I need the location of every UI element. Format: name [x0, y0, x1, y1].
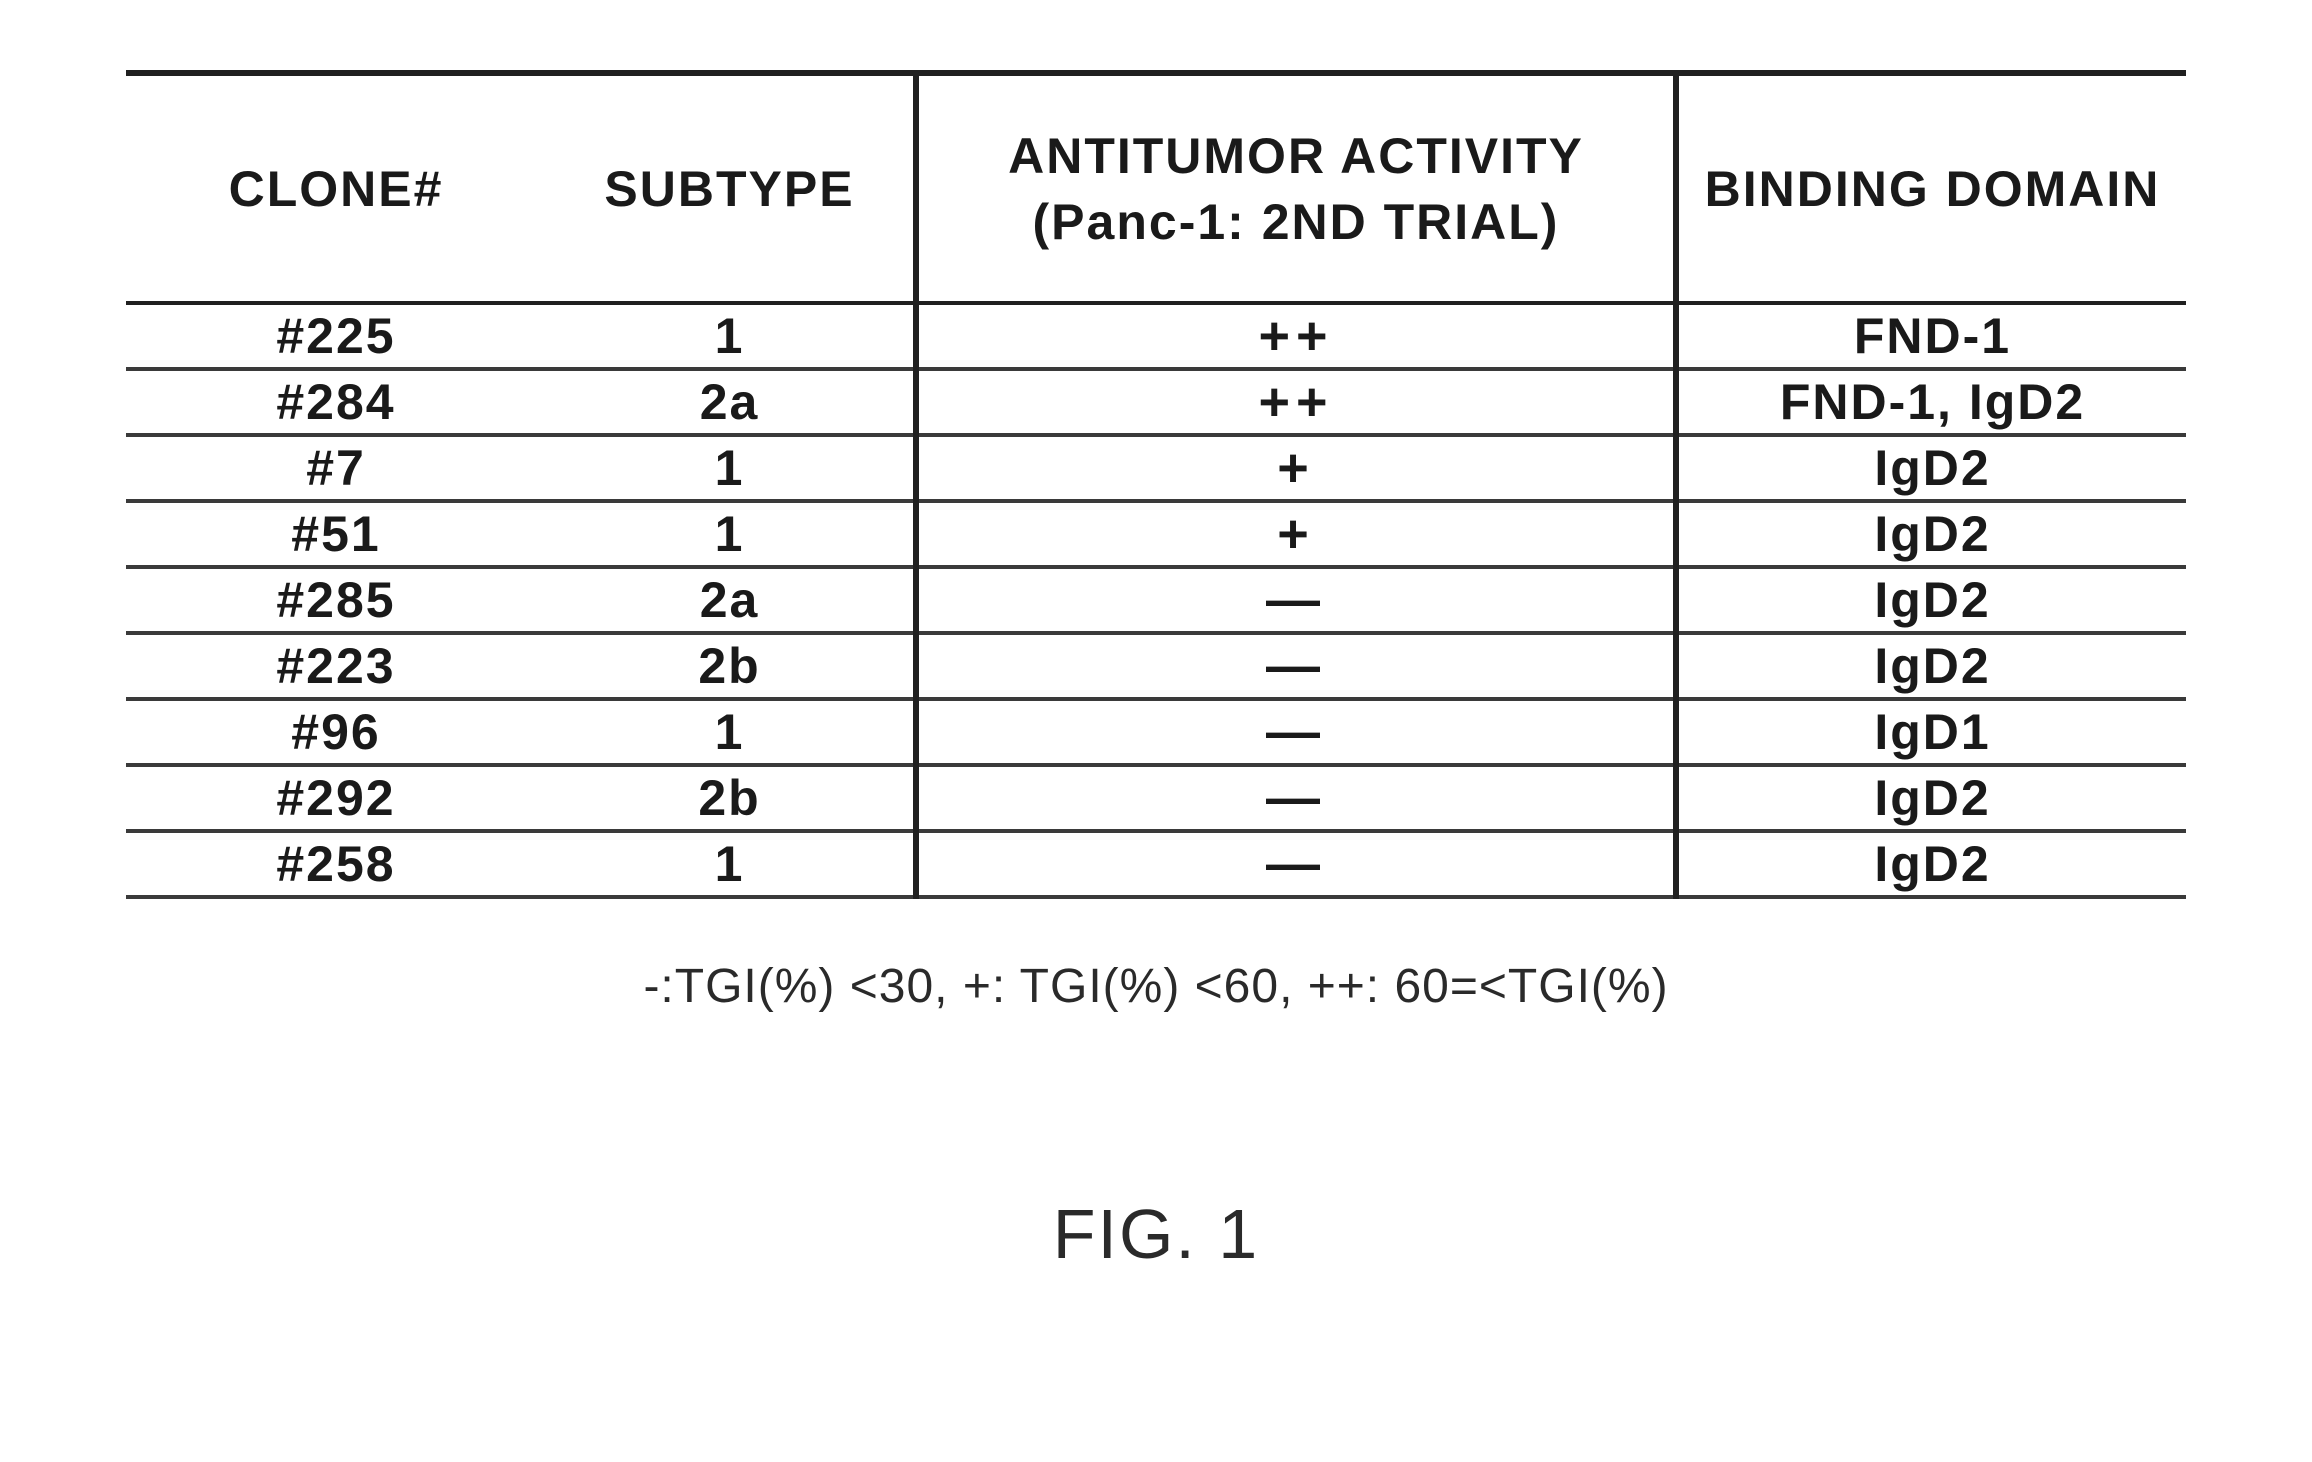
cell-activity: —	[916, 699, 1676, 765]
cell-activity: —	[916, 567, 1676, 633]
activity-glyph: —	[1266, 570, 1326, 630]
cell-clone: #223	[126, 633, 546, 699]
cell-subtype: 2b	[546, 765, 916, 831]
header-activity-line2: (Panc-1: 2ND TRIAL)	[919, 192, 1673, 252]
figure-label: FIG. 1	[0, 1194, 2312, 1274]
cell-activity: +	[916, 435, 1676, 501]
activity-glyph: +	[1277, 438, 1315, 498]
cell-clone: #51	[126, 501, 546, 567]
activity-glyph: —	[1266, 636, 1326, 696]
cell-activity: —	[916, 765, 1676, 831]
cell-subtype: 1	[546, 699, 916, 765]
legend-text: -:TGI(%) <30, +: TGI(%) <60, ++: 60=<TGI…	[0, 959, 2312, 1014]
cell-activity: +	[916, 501, 1676, 567]
cell-clone: #258	[126, 831, 546, 897]
clone-table: CLONE# SUBTYPE ANTITUMOR ACTIVITY (Panc-…	[126, 70, 2186, 899]
table-row: #285 2a — IgD2	[126, 567, 2186, 633]
cell-binding: IgD2	[1676, 435, 2186, 501]
table-row: #292 2b — IgD2	[126, 765, 2186, 831]
activity-glyph: ++	[1258, 306, 1333, 366]
activity-glyph: —	[1266, 702, 1326, 762]
cell-binding: IgD2	[1676, 501, 2186, 567]
cell-binding: IgD2	[1676, 633, 2186, 699]
cell-clone: #7	[126, 435, 546, 501]
cell-binding: IgD2	[1676, 765, 2186, 831]
table-row: #51 1 + IgD2	[126, 501, 2186, 567]
table-row: #223 2b — IgD2	[126, 633, 2186, 699]
cell-binding: FND-1, IgD2	[1676, 369, 2186, 435]
cell-subtype: 1	[546, 501, 916, 567]
cell-clone: #285	[126, 567, 546, 633]
activity-glyph: +	[1277, 504, 1315, 564]
header-activity: ANTITUMOR ACTIVITY (Panc-1: 2ND TRIAL)	[916, 73, 1676, 303]
cell-binding: FND-1	[1676, 303, 2186, 369]
cell-binding: IgD1	[1676, 699, 2186, 765]
cell-clone: #225	[126, 303, 546, 369]
activity-glyph: —	[1266, 834, 1326, 894]
cell-activity: ++	[916, 303, 1676, 369]
cell-clone: #284	[126, 369, 546, 435]
header-clone: CLONE#	[126, 73, 546, 303]
cell-subtype: 1	[546, 831, 916, 897]
cell-activity: ++	[916, 369, 1676, 435]
cell-subtype: 1	[546, 435, 916, 501]
table-row: #284 2a ++ FND-1, IgD2	[126, 369, 2186, 435]
table-header-row: CLONE# SUBTYPE ANTITUMOR ACTIVITY (Panc-…	[126, 73, 2186, 303]
cell-clone: #96	[126, 699, 546, 765]
activity-glyph: —	[1266, 768, 1326, 828]
table-row: #7 1 + IgD2	[126, 435, 2186, 501]
table-row: #258 1 — IgD2	[126, 831, 2186, 897]
cell-subtype: 2a	[546, 567, 916, 633]
figure-page: CLONE# SUBTYPE ANTITUMOR ACTIVITY (Panc-…	[0, 0, 2312, 1462]
cell-binding: IgD2	[1676, 567, 2186, 633]
header-binding: BINDING DOMAIN	[1676, 73, 2186, 303]
header-activity-line1: ANTITUMOR ACTIVITY	[1008, 128, 1584, 184]
cell-subtype: 2b	[546, 633, 916, 699]
cell-clone: #292	[126, 765, 546, 831]
cell-subtype: 2a	[546, 369, 916, 435]
table-row: #96 1 — IgD1	[126, 699, 2186, 765]
header-subtype: SUBTYPE	[546, 73, 916, 303]
activity-glyph: ++	[1258, 372, 1333, 432]
cell-activity: —	[916, 633, 1676, 699]
cell-binding: IgD2	[1676, 831, 2186, 897]
table-body: #225 1 ++ FND-1 #284 2a ++ FND-1, IgD2 #…	[126, 303, 2186, 897]
cell-activity: —	[916, 831, 1676, 897]
cell-subtype: 1	[546, 303, 916, 369]
table-row: #225 1 ++ FND-1	[126, 303, 2186, 369]
